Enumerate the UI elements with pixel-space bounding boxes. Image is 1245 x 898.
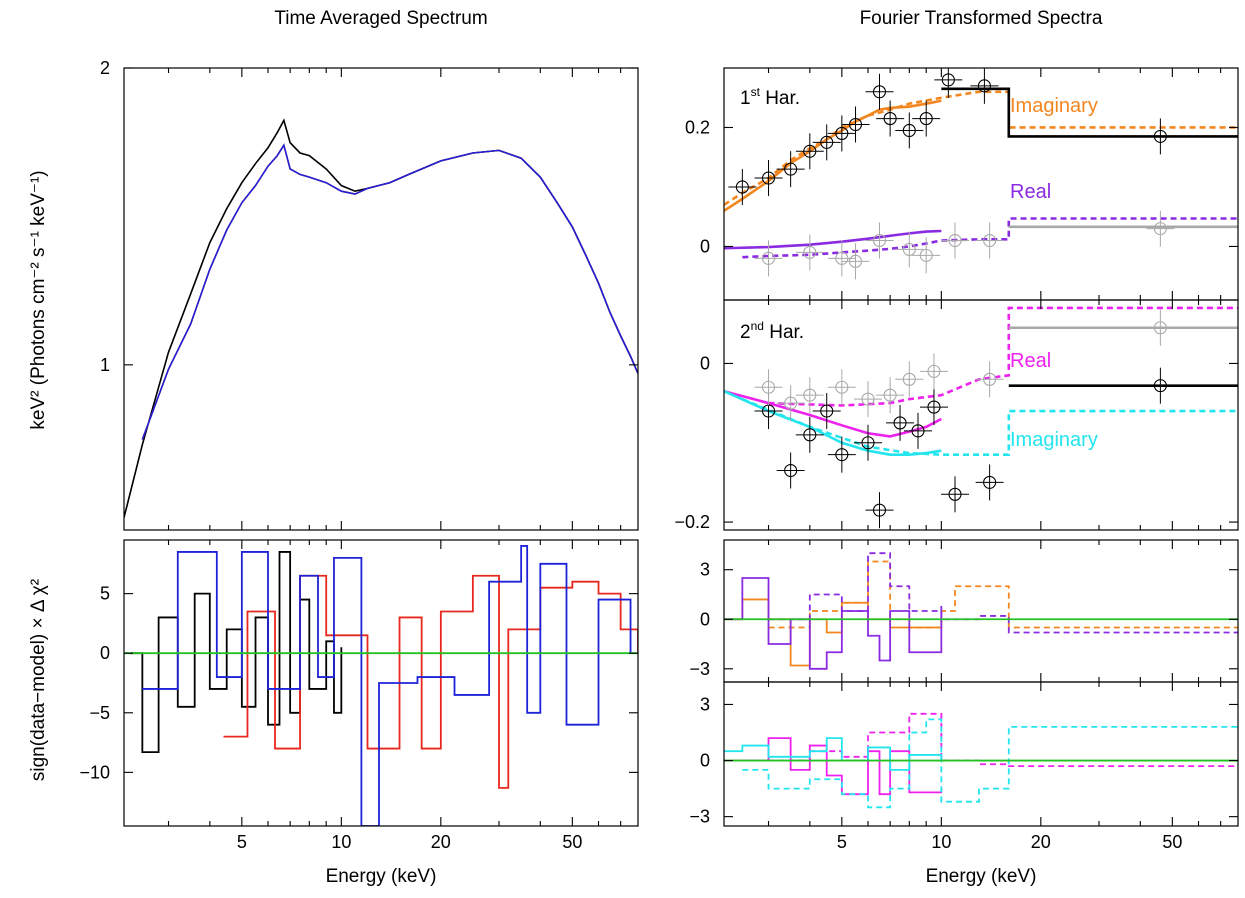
residual-ylabel: sign(data−model) × Δ χ² — [28, 579, 49, 781]
plot-frame — [723, 539, 1239, 683]
annotation-real-purple: Real — [1010, 181, 1051, 203]
series-line-orange-1 — [724, 90, 1238, 206]
series-line-magenta-1 — [768, 712, 1238, 768]
x-tick-label: 20 — [1031, 832, 1051, 852]
series-line-purple-3 — [768, 552, 1238, 634]
y-tick-label: 3 — [700, 560, 710, 580]
x-tick-label: 50 — [562, 832, 582, 852]
plot-frame — [723, 67, 1239, 301]
series-line-cyan-3 — [741, 397, 1238, 456]
y-tick-label: 0 — [700, 236, 710, 256]
series-line-blue-2 — [142, 545, 632, 826]
y-tick-label: 0 — [700, 353, 710, 373]
series-line-red-1 — [141, 143, 638, 440]
series-line-orange-0 — [724, 99, 942, 212]
series-line-purple-4 — [724, 229, 942, 250]
y-tick-label: 0 — [700, 609, 710, 629]
annotation-imaginary-orange: Imaginary — [1010, 95, 1098, 117]
x-tick-label: 20 — [431, 832, 451, 852]
series-line-black-0 — [124, 118, 638, 518]
panel-first-harmonic: 0.20 — [685, 67, 1239, 301]
right-xlabel: Energy (keV) — [926, 866, 1037, 887]
annotation-real-magenta: Real — [1010, 350, 1051, 372]
plot-frame — [723, 681, 1239, 827]
series-group — [724, 712, 1238, 809]
y-tick-label: −10 — [79, 762, 110, 782]
annotation-imaginary-cyan: Imaginary — [1010, 429, 1098, 451]
series-line-black-0 — [130, 551, 343, 754]
series-group — [724, 306, 1238, 529]
y-tick-label: 5 — [100, 584, 110, 604]
panel-average-spectrum: 12 — [100, 58, 639, 531]
y-tick-label: 0.2 — [685, 117, 710, 137]
series-group — [124, 545, 638, 826]
series-line-purple-2 — [724, 577, 943, 670]
y-tick-label: −0.2 — [674, 512, 710, 532]
x-tick-label: 50 — [1162, 832, 1182, 852]
left-xlabel: Energy (keV) — [326, 866, 437, 887]
panel-label-first-harmonic: 1st Har. — [740, 85, 800, 109]
plot-frame — [123, 539, 639, 827]
y-tick-label: 3 — [700, 694, 710, 714]
series-line-black-2 — [941, 87, 1238, 138]
x-tick-label: 10 — [931, 832, 951, 852]
series-line-magenta-1 — [768, 306, 1238, 407]
panel-second-harmonic-residuals: 5 10 20 50 3 0 −3 — [689, 681, 1239, 852]
y-tick-label: 0 — [700, 751, 710, 771]
series-line-blue-2 — [141, 143, 638, 440]
y-tick-label: −5 — [89, 703, 110, 723]
series-line-purple-5 — [742, 217, 1238, 259]
x-tick-label: 5 — [237, 832, 247, 852]
series-group — [724, 552, 1238, 670]
y-tick-label: 0 — [100, 643, 110, 663]
left-title: Time Averaged Spectrum — [274, 8, 487, 29]
y-tick-label: 1 — [100, 355, 110, 375]
panel-second-harmonic: 0 −0.2 — [674, 299, 1239, 532]
y-tick-label: −3 — [689, 659, 710, 679]
series-group — [124, 118, 638, 518]
x-tick-label: 5 — [837, 832, 847, 852]
series-line-red-1 — [223, 574, 638, 789]
spectrum-ylabel: keV² (Photons cm⁻² s⁻¹ keV⁻¹) — [28, 170, 49, 429]
series-line-cyan-3 — [742, 718, 1238, 809]
panel-first-harmonic-residuals: 3 0 −3 — [689, 539, 1239, 683]
right-title: Fourier Transformed Spectra — [860, 8, 1103, 29]
x-tick-label: 10 — [331, 832, 351, 852]
panel-label-second-harmonic: 2nd Har. — [740, 319, 804, 343]
plot-frame — [723, 299, 1239, 531]
y-tick-label: 2 — [100, 58, 110, 78]
series-group — [724, 68, 1238, 280]
y-tick-label: −3 — [689, 807, 710, 827]
plot-frame — [123, 67, 639, 531]
